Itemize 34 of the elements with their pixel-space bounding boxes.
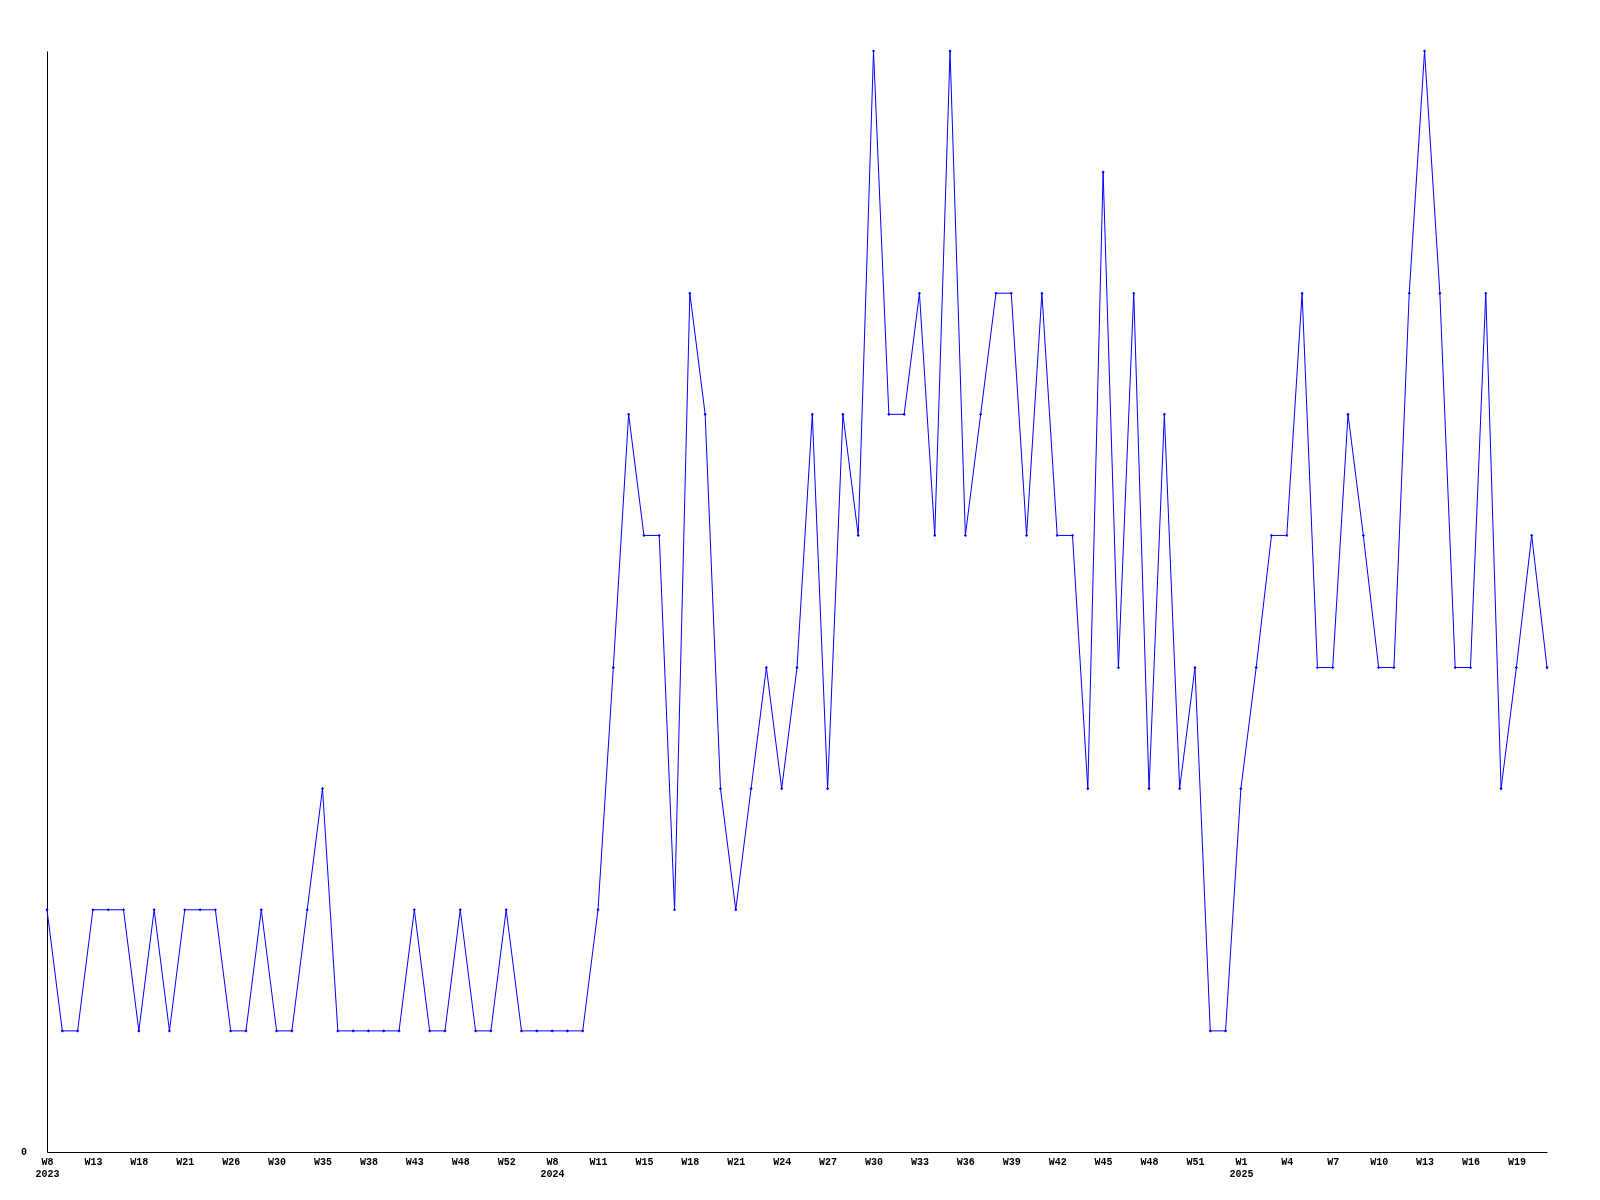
x-tick-label: W42 xyxy=(1048,1156,1067,1168)
text: 0 xyxy=(20,1147,27,1158)
x-tick-label: W27 xyxy=(819,1156,838,1168)
x-tick-label: W45 xyxy=(1094,1156,1113,1168)
x-tick-label: W15 xyxy=(635,1156,654,1168)
x-tick-label: W35 xyxy=(314,1156,333,1168)
x-tick-label: W13 xyxy=(84,1156,103,1168)
x-tick-label: W19 xyxy=(1507,1156,1526,1168)
x-tick-label: W8 2023 xyxy=(35,1156,60,1180)
x-tick-label: W21 xyxy=(727,1156,746,1168)
x-tick-label: W38 xyxy=(359,1156,378,1168)
x-tick-label: W48 xyxy=(1140,1156,1159,1168)
x-tick-label: W13 xyxy=(1416,1156,1435,1168)
x-tick-label: W8 2024 xyxy=(540,1156,565,1180)
x-tick-label: W7 xyxy=(1327,1156,1340,1168)
x-tick-label: W43 xyxy=(405,1156,424,1168)
x-tick-label: W4 xyxy=(1281,1156,1294,1168)
x-tick-label: W39 xyxy=(1002,1156,1021,1168)
x-tick-label: W21 xyxy=(176,1156,195,1168)
x-tick-label: W36 xyxy=(956,1156,975,1168)
x-tick-label: W33 xyxy=(910,1156,929,1168)
x-tick-label: W18 xyxy=(130,1156,149,1168)
x-tick-label: W11 xyxy=(589,1156,608,1168)
x-tick-label: W52 xyxy=(497,1156,516,1168)
x-tick-label: W26 xyxy=(222,1156,241,1168)
x-tick-label: W1 2025 xyxy=(1229,1156,1254,1180)
x-tick-label: W24 xyxy=(773,1156,792,1168)
x-tick-label: W30 xyxy=(268,1156,287,1168)
x-tick-label: W18 xyxy=(681,1156,700,1168)
x-tick-label: W48 xyxy=(451,1156,470,1168)
x-tick-label: W16 xyxy=(1461,1156,1480,1168)
x-tick-label: W10 xyxy=(1370,1156,1389,1168)
x-tick-label: W51 xyxy=(1186,1156,1205,1168)
x-tick-label: W30 xyxy=(865,1156,884,1168)
